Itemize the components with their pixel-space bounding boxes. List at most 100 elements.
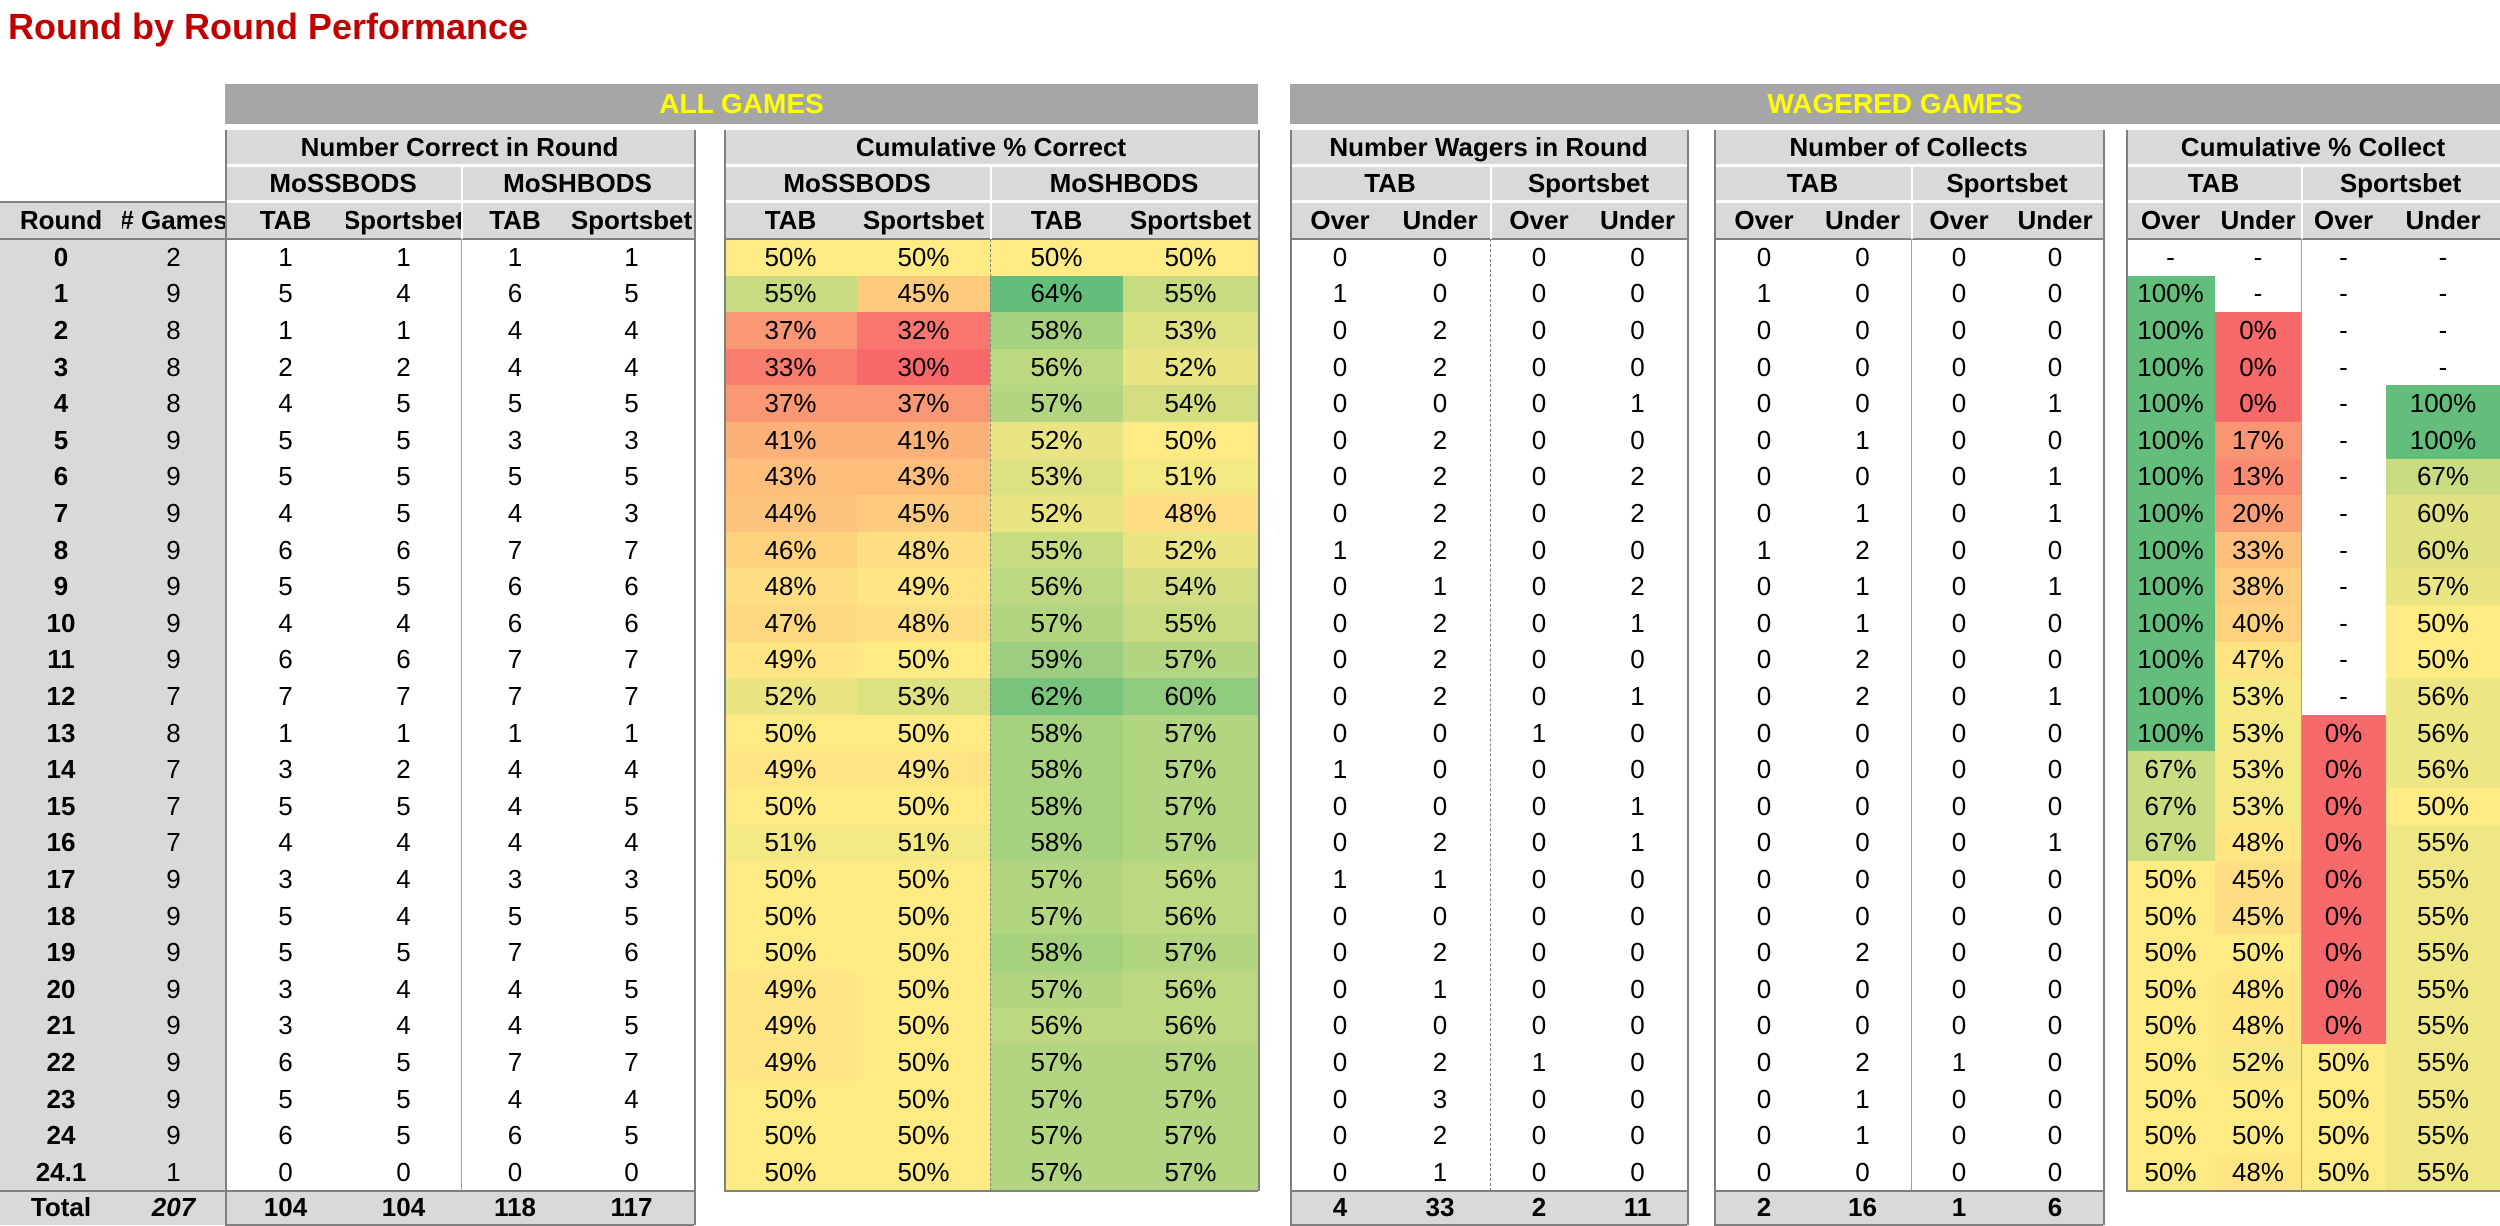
table-cell: 55% [2386,897,2500,935]
table-cell: 6 [278,534,293,565]
table-cell: 57% [2386,568,2500,605]
table-cell: 5 [396,1083,411,1114]
table-cell: 0 [1756,1046,1772,1077]
table-cell: 7 [624,534,639,565]
table-cell: 0 [1951,314,1967,345]
table-cell: 0% [2301,714,2386,752]
table-cell: 0 [1951,424,1967,455]
round-label: 20 [0,971,122,1008]
table-cell: 0 [1332,424,1348,455]
table-cell: 2 [1432,607,1448,638]
games-count: 9 [122,1007,225,1045]
group-header-g4: Number of Collects [1714,130,2103,164]
table-cell: 5 [507,388,523,419]
table-cell: 0 [1855,314,1870,345]
table-cell: - [2438,314,2448,345]
table-cell: 0 [1951,827,1967,858]
round-label: 11 [0,641,122,679]
sub-divider [461,166,463,239]
table-cell: 55% [2386,861,2500,898]
table-cell: 0 [1756,1120,1772,1151]
table-cell: 0 [1432,900,1448,931]
table-cell: 1 [1855,497,1870,528]
total-top-line [225,1189,694,1192]
table-cell: 55% [2386,1080,2500,1118]
table-cell: 0 [624,1156,639,1187]
table-cell: 50% [857,1154,990,1191]
table-cell: 0% [2301,934,2386,971]
table-cell: 55% [1123,605,1258,642]
total-cell: 117 [569,1190,694,1225]
table-cell: 1 [278,241,293,272]
table-cell: 38% [2215,568,2301,605]
table-cell: 0 [1332,1156,1348,1187]
table-cell: 0 [2047,241,2063,272]
header-bottom-line [1714,238,2103,240]
table-cell: 2 [1432,644,1448,675]
table-cell: 0 [1855,827,1870,858]
table-cell: 0 [1855,1156,1870,1187]
column-header: TAB [990,202,1123,238]
table-cell: 3 [624,497,639,528]
table-cell: 0 [1951,278,1967,309]
table-cell: 4 [278,497,293,528]
column-header: Over [2301,202,2386,238]
table-cell: 5 [624,973,639,1004]
table-cell: 60% [2386,495,2500,532]
table-cell: 4 [507,497,523,528]
table-cell: 48% [2215,824,2301,862]
header-divider [1714,165,2103,167]
table-cell: 0 [1951,388,1967,419]
header-divider [2126,165,2500,167]
wagered-games-banner: WAGERED GAMES [1290,84,2500,124]
table-cell: 49% [724,751,857,788]
table-cell: 4 [396,900,411,931]
table-cell: 54% [1123,385,1258,422]
table-cell: 6 [278,1120,293,1151]
table-cell: 50% [724,1080,857,1118]
table-cell: 1 [1756,534,1772,565]
table-cell: 5 [278,790,293,821]
table-cell: 1 [1432,1156,1448,1187]
table-cell: 0 [1756,241,1772,272]
table-cell: 67% [2386,458,2500,496]
table-cell: - [2438,278,2448,309]
all-games-banner: ALL GAMES [225,84,1258,124]
table-cell: 5 [396,461,411,492]
table-cell: 0 [1951,900,1967,931]
table-cell: 50% [857,714,990,752]
total-top-line [1290,1189,1687,1192]
table-cell: 41% [724,422,857,459]
table-cell: 1 [2047,827,2063,858]
games-count: 9 [122,861,225,898]
table-cell: 0 [1630,717,1645,748]
games-count: 7 [122,751,225,788]
table-cell: 3 [1432,1083,1448,1114]
table-cell: 57% [990,971,1123,1008]
table-cell: 43% [857,458,990,496]
table-cell: 50% [2126,971,2215,1008]
games-count: 1 [122,1154,225,1191]
table-cell: 0 [2047,351,2063,382]
table-cell: 0 [1951,717,1967,748]
games-count: 9 [122,1044,225,1081]
header-bottom-line [0,238,225,240]
table-cell: 57% [990,861,1123,898]
table-cell: - [2339,278,2348,309]
table-cell: 6 [278,1046,293,1077]
table-cell: 50% [724,714,857,752]
table-cell: 52% [1123,531,1258,569]
table-cell: 1 [396,241,411,272]
table-cell: 0 [1332,241,1348,272]
table-cell: 0 [1951,1083,1967,1114]
table-cell: 50% [2126,1154,2215,1191]
table-cell: 0% [2301,824,2386,862]
table-cell: 55% [990,531,1123,569]
table-cell: 0 [1332,680,1348,711]
sub-divider [990,239,991,1191]
games-count: 7 [122,824,225,862]
table-cell: 50% [724,239,857,276]
table-cell: 0 [1630,424,1645,455]
table-cell: 60% [2386,531,2500,569]
table-cell: 1 [1630,388,1645,419]
